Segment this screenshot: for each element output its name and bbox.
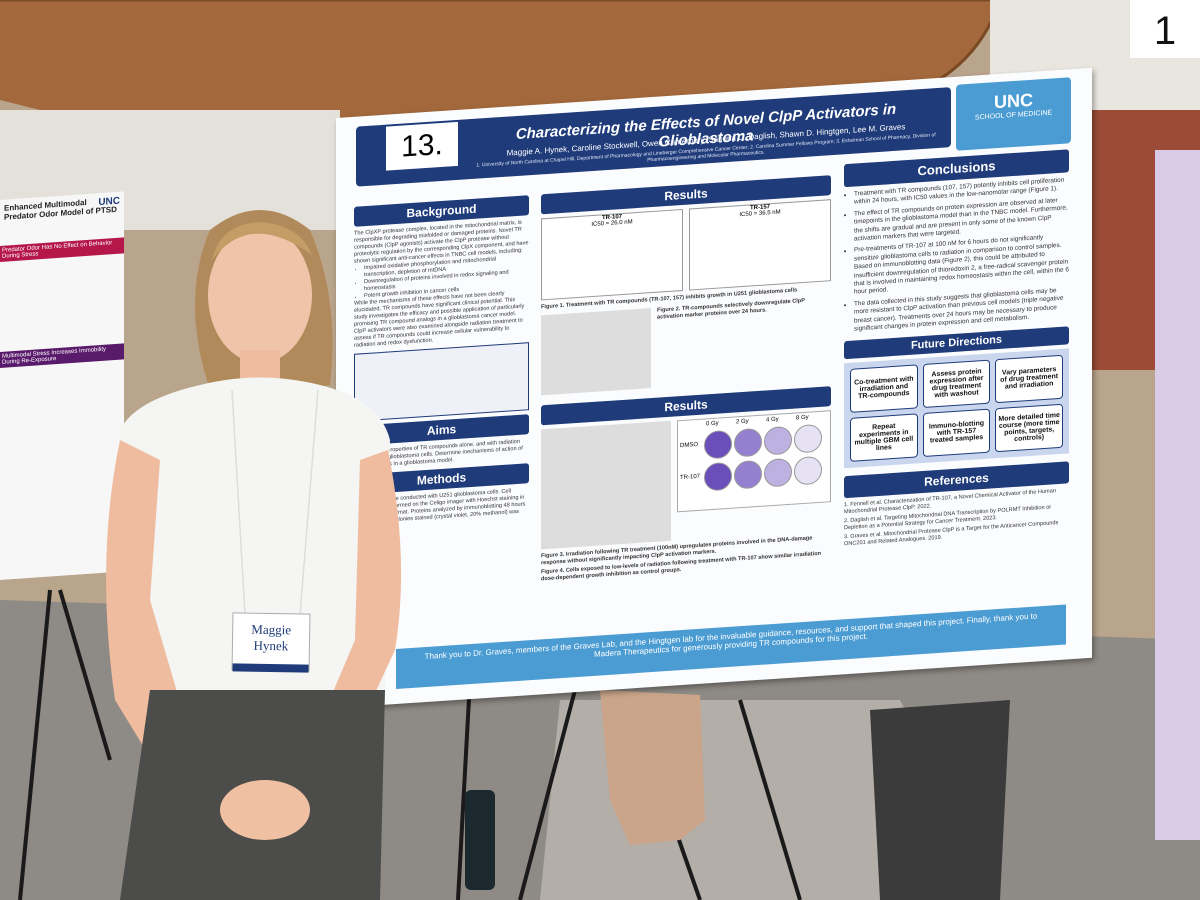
lanyard xyxy=(299,389,319,616)
right-poster xyxy=(1155,150,1200,840)
badge: Maggie Hynek xyxy=(231,612,311,673)
person-right xyxy=(870,700,1010,900)
lanyard xyxy=(231,389,246,616)
legs-behind xyxy=(600,690,705,845)
sign xyxy=(1130,0,1200,58)
badge-name: Maggie Hynek xyxy=(251,621,292,654)
badge-band xyxy=(232,663,309,673)
top xyxy=(120,377,390,700)
hair-top xyxy=(212,222,312,260)
sign-number: 1 xyxy=(1154,9,1176,53)
hands xyxy=(220,780,310,840)
bottle xyxy=(465,790,495,890)
face xyxy=(208,227,312,363)
arm-right xyxy=(300,450,402,790)
